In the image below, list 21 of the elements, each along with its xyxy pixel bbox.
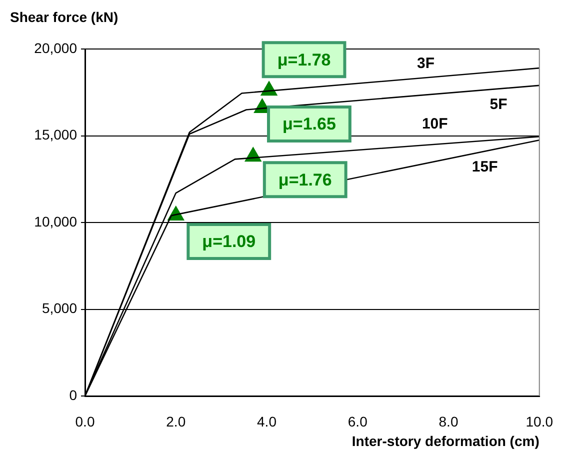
x-tick-label: 4.0 <box>257 413 277 430</box>
series-label: 3F <box>417 54 435 72</box>
x-tick-label: 8.0 <box>438 413 458 430</box>
x-tick-label: 10.0 <box>526 413 554 430</box>
x-tick-label: 0.0 <box>75 413 95 430</box>
x-tick-label: 2.0 <box>166 413 186 430</box>
y-tick-label: 15,000 <box>34 126 78 143</box>
y-tick-label: 20,000 <box>34 40 78 56</box>
annotation: μ=1.09 <box>202 232 256 252</box>
annotation: μ=1.65 <box>282 114 336 134</box>
y-tick-label: 0 <box>69 386 78 403</box>
y-tick-label: 5,000 <box>42 300 78 316</box>
y-tick-label: 10,000 <box>34 213 78 230</box>
annotation: μ=1.78 <box>277 50 331 70</box>
x-axis-title: Inter-story deformation (cm) <box>352 433 540 449</box>
annotation: μ=1.76 <box>278 170 332 190</box>
series-label: 10F <box>422 116 448 132</box>
series-label: 15F <box>472 158 498 176</box>
series-label: 5F <box>490 96 508 113</box>
x-tick-label: 6.0 <box>348 413 368 430</box>
y-axis-title: Shear force (kN) <box>10 9 118 25</box>
